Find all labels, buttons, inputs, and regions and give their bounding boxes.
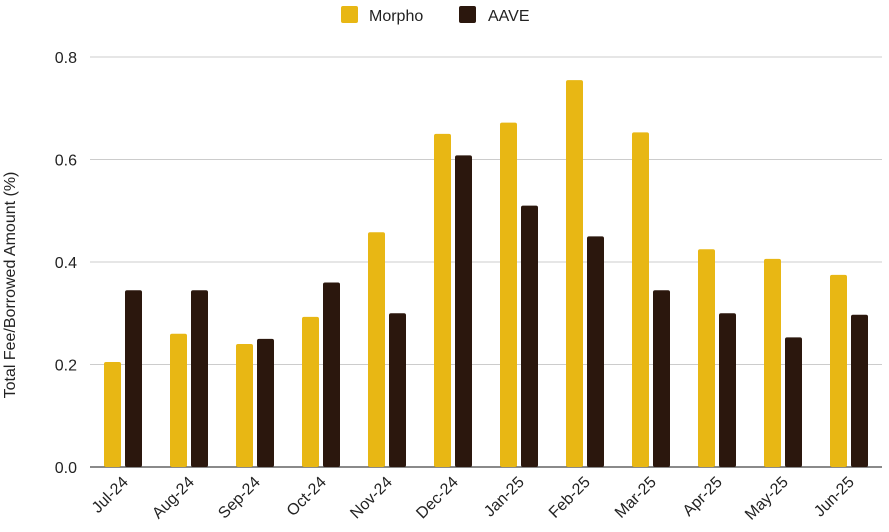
x-tick-label: Apr-25 bbox=[680, 474, 726, 520]
gridlines bbox=[90, 56, 882, 468]
y-tick-label: 0.8 bbox=[55, 50, 77, 67]
x-tick-label: Mar-25 bbox=[612, 474, 660, 522]
x-tick-label: Sep-24 bbox=[215, 474, 264, 523]
legend-swatch-aave bbox=[459, 6, 476, 23]
bars bbox=[104, 80, 868, 467]
bar-morpho-dec-24 bbox=[434, 133, 451, 467]
bar-aave-mar-25 bbox=[653, 290, 670, 467]
bar-aave-sep-24 bbox=[257, 338, 274, 467]
x-tick-label: Jun-25 bbox=[811, 474, 858, 521]
bar-aave-feb-25 bbox=[587, 236, 604, 467]
bar-aave-dec-24 bbox=[455, 155, 472, 467]
y-tick-label: 0.6 bbox=[55, 153, 77, 170]
legend-label-morpho: Morpho bbox=[369, 8, 423, 25]
bar-aave-apr-25 bbox=[719, 313, 736, 467]
x-tick-label: Nov-24 bbox=[347, 474, 396, 523]
bar-morpho-jun-25 bbox=[830, 274, 847, 467]
bar-morpho-feb-25 bbox=[566, 80, 583, 467]
bar-morpho-nov-24 bbox=[368, 232, 385, 467]
bar-aave-jul-24 bbox=[125, 290, 142, 467]
bar-aave-nov-24 bbox=[389, 313, 406, 467]
x-tick-label: Feb-25 bbox=[546, 474, 594, 522]
bar-morpho-jan-25 bbox=[500, 122, 517, 467]
bar-aave-aug-24 bbox=[191, 290, 208, 467]
bar-morpho-aug-24 bbox=[170, 333, 187, 467]
bar-morpho-mar-25 bbox=[632, 132, 649, 467]
bar-aave-may-25 bbox=[785, 337, 802, 467]
bar-aave-jun-25 bbox=[851, 314, 868, 467]
bar-morpho-sep-24 bbox=[236, 344, 253, 467]
x-tick-label: Oct-24 bbox=[284, 474, 330, 520]
y-axis-ticks: 0.0 0.2 0.4 0.6 0.8 bbox=[55, 50, 77, 477]
y-tick-label: 0.4 bbox=[55, 255, 77, 272]
x-axis-ticks: Jul-24 Aug-24 Sep-24 Oct-24 Nov-24 Dec-24 Jan-… bbox=[89, 474, 858, 524]
x-tick-label: May-25 bbox=[742, 474, 792, 524]
legend: Morpho AAVE bbox=[341, 6, 530, 25]
bar-aave-jan-25 bbox=[521, 205, 538, 467]
bar-morpho-may-25 bbox=[764, 258, 781, 467]
y-tick-label: 0.2 bbox=[55, 358, 77, 375]
bar-morpho-oct-24 bbox=[302, 316, 319, 467]
x-tick-label: Dec-24 bbox=[413, 474, 462, 523]
legend-swatch-morpho bbox=[341, 6, 358, 23]
y-axis-title: Total Fee/Borrowed Amount (%) bbox=[2, 172, 19, 399]
x-tick-label: Jan-25 bbox=[481, 474, 528, 521]
bar-morpho-apr-25 bbox=[698, 249, 715, 467]
x-tick-label: Aug-24 bbox=[149, 474, 198, 523]
y-tick-label: 0.0 bbox=[55, 460, 77, 477]
x-tick-label: Jul-24 bbox=[89, 474, 132, 517]
bar-aave-oct-24 bbox=[323, 282, 340, 467]
legend-label-aave: AAVE bbox=[488, 8, 530, 25]
bar-morpho-jul-24 bbox=[104, 361, 121, 467]
